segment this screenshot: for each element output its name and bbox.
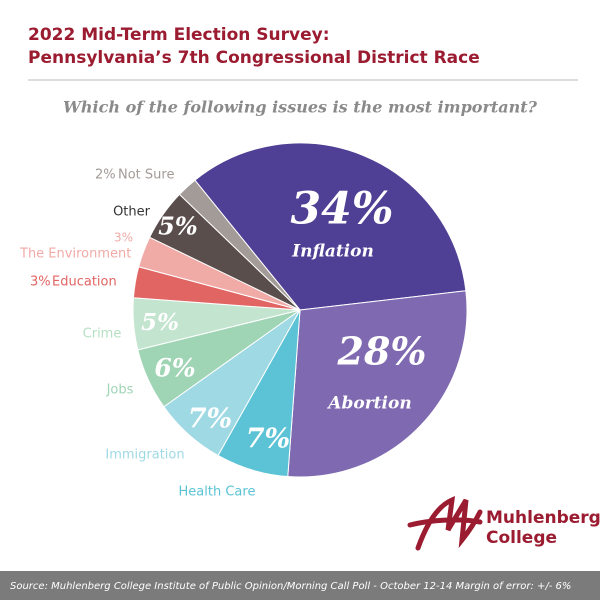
value-label: 3% xyxy=(30,275,51,290)
category-label: Inflation xyxy=(291,242,374,262)
pie-slice xyxy=(194,142,467,311)
category-label: Jobs xyxy=(106,383,134,398)
category-label: Education xyxy=(52,275,117,290)
logo: Muhlenberg College xyxy=(407,496,600,551)
value-label: 34% xyxy=(290,184,393,235)
footer-bar xyxy=(0,571,600,600)
category-label: Immigration xyxy=(105,448,184,463)
logo-text: Muhlenberg xyxy=(486,508,600,528)
value-label: 2% xyxy=(95,168,116,183)
subtitle: Which of the following issues is the mos… xyxy=(63,98,538,117)
category-label: Other xyxy=(113,205,151,220)
value-label: 3% xyxy=(114,231,133,245)
pie-slice xyxy=(178,179,301,311)
title-line: Pennsylvania’s 7th Congressional Distric… xyxy=(28,48,480,68)
logo-text: College xyxy=(486,528,557,548)
value-label: 6% xyxy=(154,354,195,383)
category-label: Crime xyxy=(83,327,122,342)
category-label: Health Care xyxy=(179,485,256,500)
category-label: Abortion xyxy=(326,394,411,414)
pie: 34% Inflation 28% Abortion 7% Health Care 7% Im… xyxy=(19,142,468,500)
source: Source: Muhlenberg College Institute of … xyxy=(10,581,571,592)
value-label: 5% xyxy=(158,212,198,241)
title-line: 2022 Mid-Term Election Survey: xyxy=(28,25,330,45)
value-label: 5% xyxy=(141,309,179,336)
logo-mark xyxy=(407,496,483,551)
value-label: 7% xyxy=(188,404,232,435)
pie-slice xyxy=(287,290,468,478)
value-label: 28% xyxy=(337,329,427,374)
value-label: 7% xyxy=(246,424,290,455)
category-label: Not Sure xyxy=(118,168,174,183)
category-label: The Environment xyxy=(19,247,131,262)
